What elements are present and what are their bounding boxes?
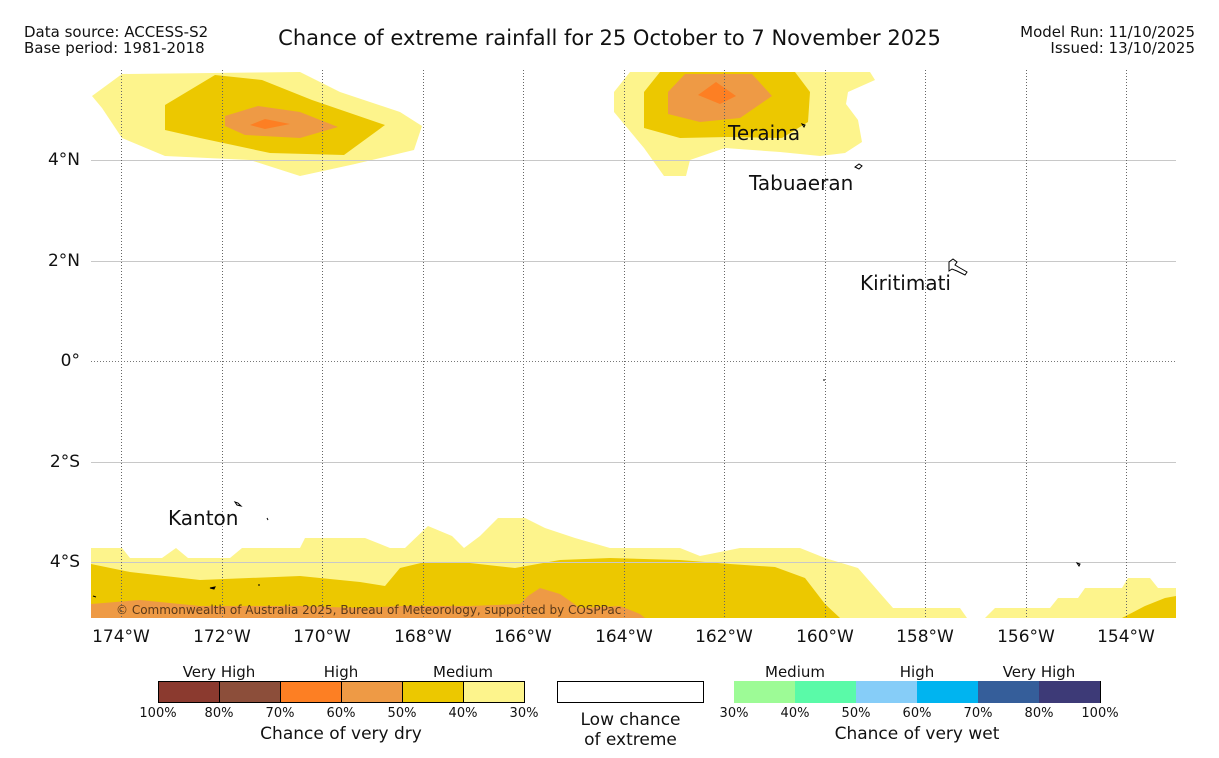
dry-tick-50: 50% — [387, 706, 417, 721]
lat-label-4n: 4°N — [47, 150, 80, 170]
model-run-text: Model Run: 11/10/2025 — [1020, 23, 1195, 41]
lon-label-168w: 168°W — [394, 627, 452, 647]
se-medium-40-region — [1122, 596, 1176, 618]
lon-label-154w: 154°W — [1097, 627, 1155, 647]
wet-category-very-high: Very High — [1002, 663, 1076, 681]
low-chance-swatch — [557, 681, 704, 703]
wet-legend-title: Chance of very wet — [834, 724, 1000, 744]
lat-label-4s: 4°S — [49, 552, 80, 572]
lon-label-170w: 170°W — [293, 627, 351, 647]
data-source-text: Data source: ACCESS-S2 — [24, 23, 209, 41]
map-title: Chance of extreme rainfall for 25 Octobe… — [278, 26, 941, 50]
latitude-gridlines — [91, 160, 1176, 563]
issued-text: Issued: 13/10/2025 — [1050, 39, 1195, 57]
dry-swatch-40-50 — [402, 681, 463, 703]
wet-tick-30: 30% — [719, 706, 749, 721]
dry-tick-60: 60% — [326, 706, 356, 721]
place-label-kanton: Kanton — [168, 506, 239, 530]
dry-swatch-60-70 — [280, 681, 341, 703]
header-right: Model Run: 11/10/2025 Issued: 13/10/2025 — [1020, 24, 1195, 56]
place-label-kiritimati: Kiritimati — [860, 271, 951, 295]
dry-swatch-30-40 — [463, 681, 524, 703]
kiritimati-island — [948, 258, 968, 276]
dry-tick-100: 100% — [139, 706, 177, 721]
lon-label-160w: 160°W — [796, 627, 854, 647]
low-chance-line1: Low chance — [580, 710, 681, 730]
place-label-tabuaeran: Tabuaeran — [749, 171, 854, 195]
nc-high-60-region — [698, 82, 736, 104]
lon-label-166w: 166°W — [494, 627, 552, 647]
dry-tick-40: 40% — [448, 706, 478, 721]
header-left: Data source: ACCESS-S2 Base period: 1981… — [24, 24, 208, 56]
lon-label-164w: 164°W — [595, 627, 653, 647]
longitude-gridlines — [121, 70, 1127, 618]
lon-label-162w: 162°W — [695, 627, 753, 647]
wet-swatch-60-70 — [917, 681, 978, 703]
place-label-teraina: Teraina — [728, 121, 801, 145]
lat-label-2n: 2°N — [47, 251, 80, 271]
low-chance-label: Low chance of extreme — [557, 710, 704, 750]
base-period-text: Base period: 1981-2018 — [24, 39, 205, 57]
enderbury-island — [266, 517, 269, 521]
dry-swatch-70-80 — [219, 681, 280, 703]
dry-legend-title: Chance of very dry — [260, 724, 422, 744]
wet-tick-100: 100% — [1081, 706, 1119, 721]
lon-label-156w: 156°W — [997, 627, 1055, 647]
south-medium-40-region — [91, 558, 840, 618]
south-high-50-region — [91, 588, 645, 618]
nw-high-50-region — [225, 106, 338, 138]
lat-label-2s: 2°S — [49, 452, 80, 472]
lon-label-158w: 158°W — [896, 627, 954, 647]
dry-swatch-50-60 — [341, 681, 402, 703]
wet-tick-80: 80% — [1024, 706, 1054, 721]
dry-category-high: High — [323, 663, 359, 681]
wet-swatch-30-40 — [734, 681, 795, 703]
kanton-island — [233, 501, 243, 507]
tabuaeran-island — [854, 163, 863, 170]
nw-high-60-region — [250, 119, 290, 129]
wet-tick-70: 70% — [963, 706, 993, 721]
nikumaroro-island — [92, 595, 97, 598]
wet-category-medium: Medium — [765, 663, 825, 681]
lon-label-174w: 174°W — [92, 627, 150, 647]
dry-tick-70: 70% — [265, 706, 295, 721]
birnie-island — [209, 586, 216, 590]
dry-category-medium: Medium — [433, 663, 493, 681]
low-chance-line2: of extreme — [584, 730, 677, 750]
wet-swatch-70-80 — [978, 681, 1039, 703]
wet-tick-50: 50% — [841, 706, 871, 721]
wet-swatch-80-100 — [1039, 681, 1100, 703]
wet-tick-60: 60% — [902, 706, 932, 721]
wet-category-high: High — [899, 663, 935, 681]
probability-shading — [91, 72, 1176, 618]
teraina-island — [800, 123, 806, 128]
copyright-notice: © Commonwealth of Australia 2025, Bureau… — [116, 603, 622, 617]
dry-category-very-high: Very High — [182, 663, 256, 681]
wet-swatch-40-50 — [795, 681, 856, 703]
lat-label-equator: 0° — [60, 351, 80, 371]
lon-label-172w: 172°W — [193, 627, 251, 647]
wet-swatch-50-60 — [856, 681, 917, 703]
wet-tick-40: 40% — [780, 706, 810, 721]
island-outlines — [92, 123, 1081, 598]
dry-swatch-80-100 — [158, 681, 219, 703]
se-island — [1075, 562, 1081, 567]
dry-tick-30: 30% — [509, 706, 539, 721]
dry-tick-80: 80% — [204, 706, 234, 721]
